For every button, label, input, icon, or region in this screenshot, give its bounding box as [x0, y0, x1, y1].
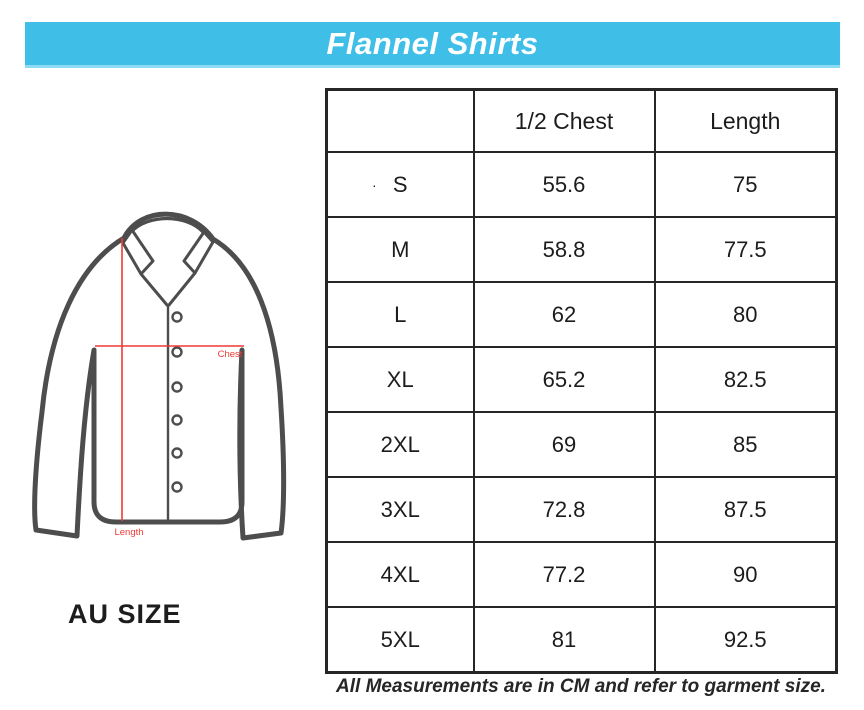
half-chest-cell: 58.8: [472, 216, 656, 283]
size-cell: L: [325, 281, 475, 348]
table-row-xl: XL 65.2 82.5: [325, 346, 838, 413]
size-cell: 2XL: [325, 411, 475, 478]
half-chest-cell: 81: [472, 606, 656, 674]
size-cell: M: [325, 216, 475, 283]
col-header-half-chest: 1/2 Chest: [472, 88, 656, 153]
length-cell: 82.5: [653, 346, 838, 413]
table-row-2xl: 2XL 69 85: [325, 411, 838, 478]
length-measure-label: Length: [114, 527, 143, 538]
shirt-diagram: Chest Length: [20, 180, 320, 580]
half-chest-cell: 77.2: [472, 541, 656, 608]
shirt-buttons: [171, 311, 183, 493]
length-cell: 85: [653, 411, 838, 478]
length-cell: 77.5: [653, 216, 838, 283]
size-cell: XL: [325, 346, 475, 413]
measurement-note: All Measurements are in CM and refer to …: [336, 676, 826, 697]
half-chest-cell: 72.8: [472, 476, 656, 543]
length-cell: 75: [653, 151, 838, 218]
table-row-s: · S 55.6 75: [325, 151, 838, 218]
size-cell: 5XL: [325, 606, 475, 674]
region-size-caption: AU SIZE: [68, 599, 182, 629]
size-table: 1/2 Chest Length · S 55.6 75 M 58.8 77.5…: [325, 88, 838, 674]
table-row-m: M 58.8 77.5: [325, 216, 838, 283]
length-cell: 87.5: [653, 476, 838, 543]
chest-measure-label: Chest: [218, 349, 243, 360]
table-row-3xl: 3XL 72.8 87.5: [325, 476, 838, 543]
half-chest-cell: 69: [472, 411, 656, 478]
col-header-length: Length: [653, 88, 838, 153]
half-chest-cell: 55.6: [472, 151, 656, 218]
collar-band: [129, 216, 205, 234]
size-cell: 3XL: [325, 476, 475, 543]
size-cell: · S: [325, 151, 475, 218]
half-chest-cell: 62: [472, 281, 656, 348]
col-header-size: [325, 88, 475, 153]
length-cell: 92.5: [653, 606, 838, 674]
shirt-outline: [32, 211, 287, 541]
size-cell: 4XL: [325, 541, 475, 608]
shirt-illustration-icon: Chest Length: [32, 211, 287, 541]
table-row-l: L 62 80: [325, 281, 838, 348]
collar-v-opening: [139, 271, 197, 307]
size-label: S: [392, 171, 408, 197]
half-chest-cell: 65.2: [472, 346, 656, 413]
length-cell: 80: [653, 281, 838, 348]
table-row-4xl: 4XL 77.2 90: [325, 541, 838, 608]
title-banner: Flannel Shirts: [25, 22, 840, 68]
length-cell: 90: [653, 541, 838, 608]
size-table-header-row: 1/2 Chest Length: [325, 88, 838, 153]
page-title: Flannel Shirts: [326, 25, 539, 61]
bullet-marker: ·: [372, 176, 377, 193]
table-row-5xl: 5XL 81 92.5: [325, 606, 838, 674]
